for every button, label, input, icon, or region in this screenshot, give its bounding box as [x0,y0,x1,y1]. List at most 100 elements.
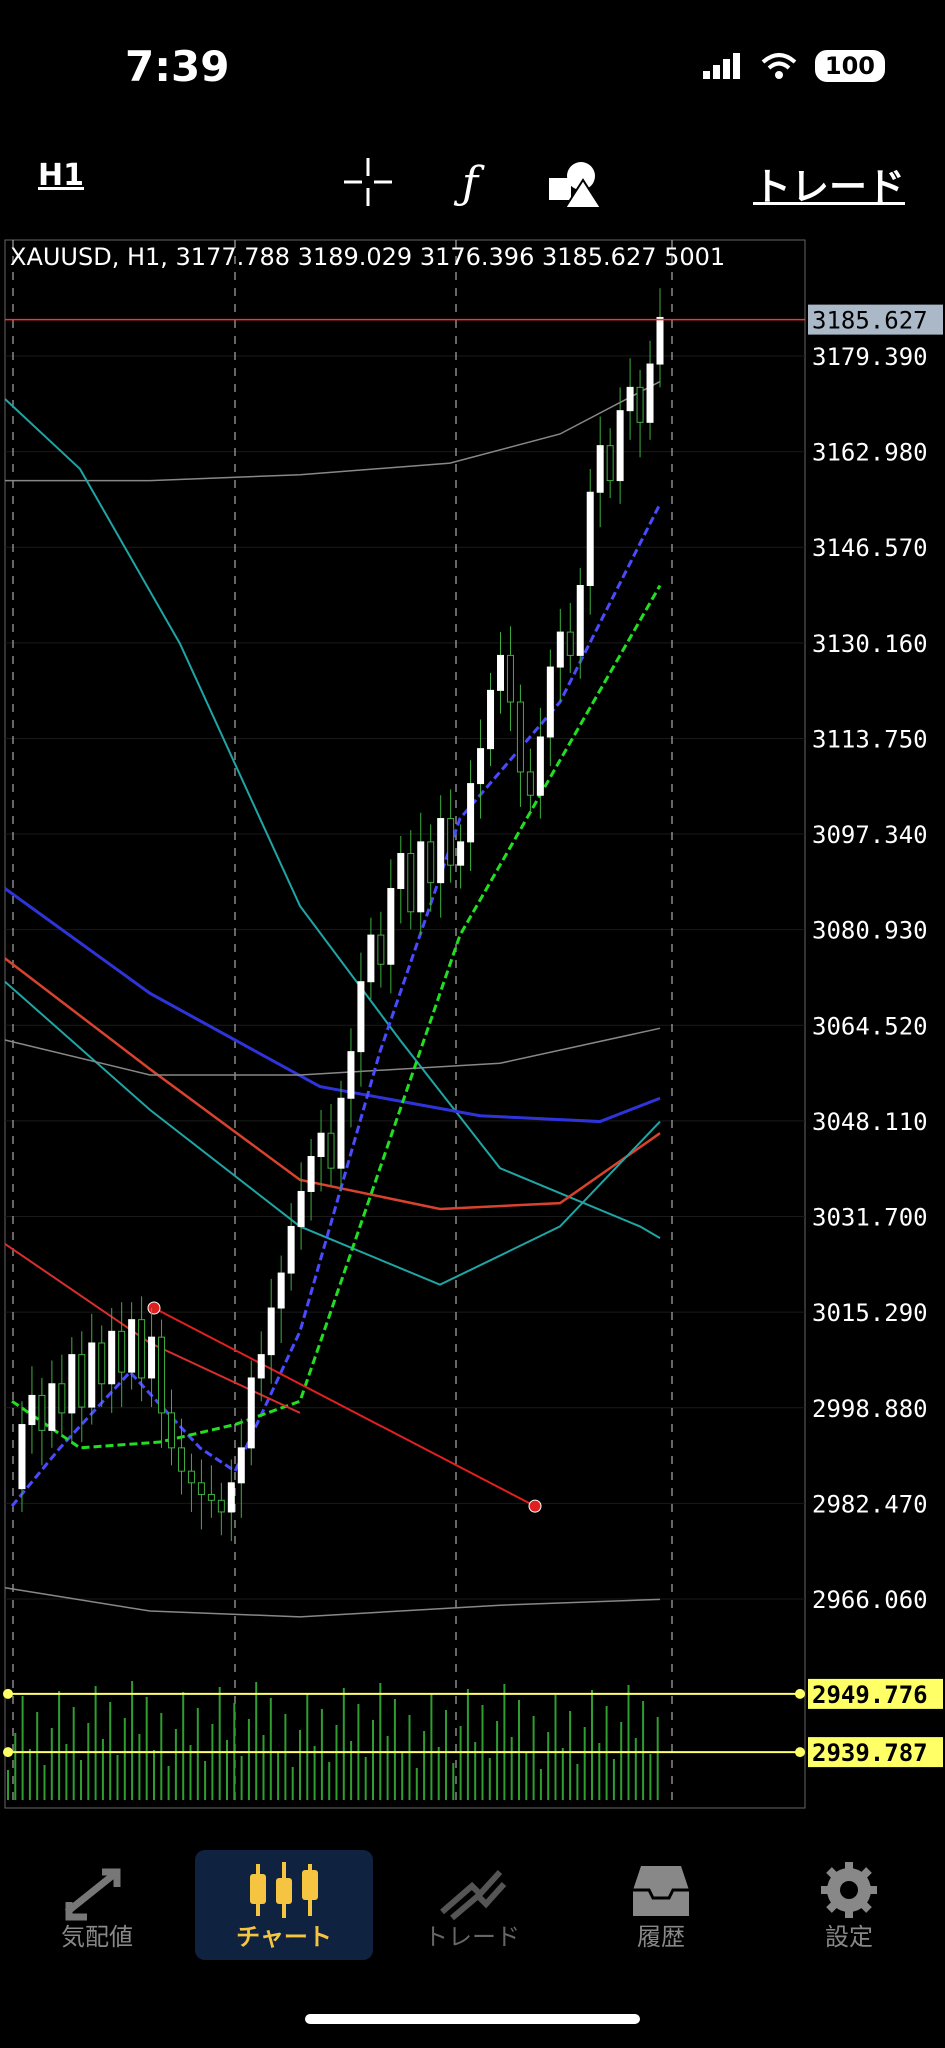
chart-canvas[interactable]: 2949.776 2939.787 3185.627 3179.390 3162.98… [0,235,945,1843]
nav-trade[interactable]: トレード [383,1850,561,1960]
y-tick-label: 3015.290 [812,1299,928,1327]
nav-history[interactable]: 履歴 [572,1850,750,1960]
candle-body [257,1354,265,1379]
indicators-icon[interactable]: ƒ [440,152,500,212]
y-tick-label: 3130.160 [812,630,928,658]
candle-body [138,1319,146,1379]
level-handle-right [795,1688,805,1699]
candle-body [516,701,524,773]
level-handle-left [3,1747,13,1758]
crosshair-icon[interactable] [338,152,398,212]
candle-body [48,1383,56,1431]
y-tick-label: 2982.470 [812,1490,928,1518]
candle-body [68,1354,76,1414]
candle-body [18,1424,26,1490]
candle-body [586,491,594,586]
candle-body [566,631,574,656]
ema-fast [10,503,662,1508]
candle-body [546,666,554,738]
trade-icon [440,1869,507,1921]
candle-body [556,631,564,668]
settings-icon [821,1862,877,1918]
candle-body [98,1342,106,1385]
candle-body [457,841,465,866]
y-tick-label: 3097.340 [812,821,928,849]
candle-body [267,1307,275,1356]
nav-settings[interactable]: 設定 [760,1850,938,1960]
candle-body [496,654,504,691]
chart-toolbar: H1 ƒ トレード [0,140,945,220]
y-tick-label: 3048.110 [812,1108,928,1136]
candle-body [616,410,624,482]
history-icon [633,1866,689,1916]
quotes-icon [64,1868,121,1921]
level-price-tag [808,1678,943,1709]
nav-trade-label: トレード [424,1923,520,1951]
sma-line-3 [4,1586,661,1618]
candle-body [606,445,614,482]
candle-body [536,736,544,796]
nav-quotes-label: 気配値 [61,1923,133,1951]
candle-body [487,689,495,750]
level-price-label: 2949.776 [812,1681,928,1709]
candle-body [407,853,415,913]
y-tick-label: 3146.570 [812,534,928,562]
candle-body [467,783,475,843]
candle-body [227,1482,235,1513]
status-icons: 100 [702,50,885,82]
objects-icon[interactable] [545,152,605,212]
level-price-tag [808,1737,943,1768]
sma-line [5,380,661,482]
level-price-label: 2939.787 [812,1739,928,1767]
y-tick-label: 3080.930 [812,917,928,945]
candle-body [626,386,634,412]
candle-body [38,1394,46,1431]
nav-settings-label: 設定 [825,1923,873,1951]
candle-body [337,1097,345,1169]
ema-slow [11,584,662,1450]
status-bar: 7:39 100 [0,0,945,130]
candle-body [477,748,485,785]
candle-body [437,818,445,884]
candle-body [596,445,604,493]
candle-body [118,1330,126,1373]
y-tick-label: 3064.520 [812,1012,928,1040]
ma-mid [4,957,661,1211]
nav-chart[interactable]: チャート [195,1850,373,1960]
candle-body [207,1493,215,1501]
candle-body [108,1330,116,1385]
candle-body [177,1447,185,1472]
trendline-drawn [153,1307,536,1508]
current-price-label: 3185.627 [812,307,928,335]
candle-body [327,1132,335,1169]
candle-body [287,1225,295,1274]
battery-indicator: 100 [814,50,885,82]
home-indicator [305,2014,640,2024]
chart-symbol-header: XAUUSD, H1, 3177.788 3189.029 3176.396 3… [10,243,726,271]
bottom-nav: 気配値 チャート トレード 履歴 設定 [0,1850,945,1970]
trendline-handle [528,1499,542,1513]
trade-button[interactable]: トレード [752,165,905,209]
nav-history-label: 履歴 [637,1923,685,1951]
candle-body [297,1190,305,1227]
price-chart[interactable]: 2949.776 2939.787 3185.627 3179.390 3162.98… [0,235,945,1843]
level-handle-left [3,1688,13,1699]
status-time: 7:39 [125,42,230,91]
chart-icon [250,1862,318,1918]
candle-body [197,1482,205,1495]
timeframe-button[interactable]: H1 [38,158,84,193]
candle-body [307,1156,315,1192]
candle-body [656,316,664,365]
candle-body [168,1412,176,1449]
bollinger-upper [4,398,661,1239]
nav-quotes[interactable]: 気配値 [8,1850,186,1960]
sma-line-2 [4,1027,661,1076]
y-tick-label: 3031.700 [812,1204,928,1232]
current-price-tag [808,304,943,335]
candle-body [217,1499,225,1513]
candle-body [88,1342,96,1408]
candle-body [317,1132,325,1158]
candle-body [417,841,425,913]
candle-body [158,1336,166,1414]
candle-body [237,1447,245,1484]
